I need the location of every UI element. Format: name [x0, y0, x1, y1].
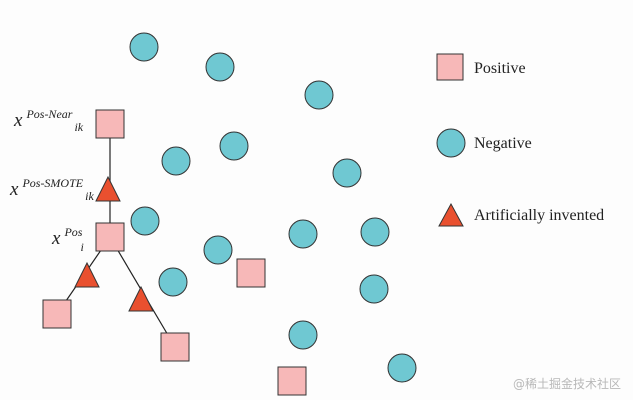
- positive-sample: [277, 366, 307, 396]
- negative-sample: [158, 267, 188, 297]
- legend-positive-label: Positive: [474, 60, 526, 77]
- negative-sample: [203, 235, 233, 265]
- synthetic-sample: [128, 285, 154, 312]
- variable-labels: x Pos-Near ik x Pos-SMOTE ik x Pos i: [9, 105, 94, 254]
- synthetic-samples: [74, 175, 154, 312]
- legend-negative-swatch: [436, 128, 466, 158]
- legend: Positive Negative Artificially invented: [436, 53, 604, 227]
- legend-synthetic-label: Artificially invented: [474, 207, 604, 224]
- legend-synthetic-swatch: [438, 202, 464, 227]
- negative-sample: [304, 80, 334, 110]
- negative-sample: [205, 52, 235, 82]
- legend-positive-swatch: [436, 53, 464, 81]
- synthetic-sample: [74, 261, 100, 288]
- negative-sample: [360, 217, 390, 247]
- positive-sample: [236, 258, 266, 288]
- positive-samples: [42, 109, 307, 396]
- negative-sample: [130, 206, 160, 236]
- label-pos-near: x Pos-Near ik: [13, 105, 84, 134]
- negative-sample: [387, 353, 417, 383]
- watermark: @稀土掘金技术社区: [512, 377, 621, 391]
- negative-sample: [219, 131, 249, 161]
- positive-sample-near: [95, 109, 125, 139]
- negative-sample: [288, 320, 318, 350]
- negative-samples: [129, 32, 417, 383]
- positive-sample: [42, 299, 72, 329]
- negative-sample: [161, 146, 191, 176]
- legend-negative-label: Negative: [474, 135, 532, 152]
- negative-sample: [288, 219, 318, 249]
- negative-sample: [129, 32, 159, 62]
- negative-sample: [332, 158, 362, 188]
- label-pos-i: x Pos i: [51, 223, 86, 254]
- synthetic-sample-smote: [95, 175, 121, 202]
- negative-sample: [359, 274, 389, 304]
- positive-sample-i: [95, 222, 125, 252]
- label-pos-smote: x Pos-SMOTE ik: [9, 174, 94, 203]
- positive-sample: [160, 332, 190, 362]
